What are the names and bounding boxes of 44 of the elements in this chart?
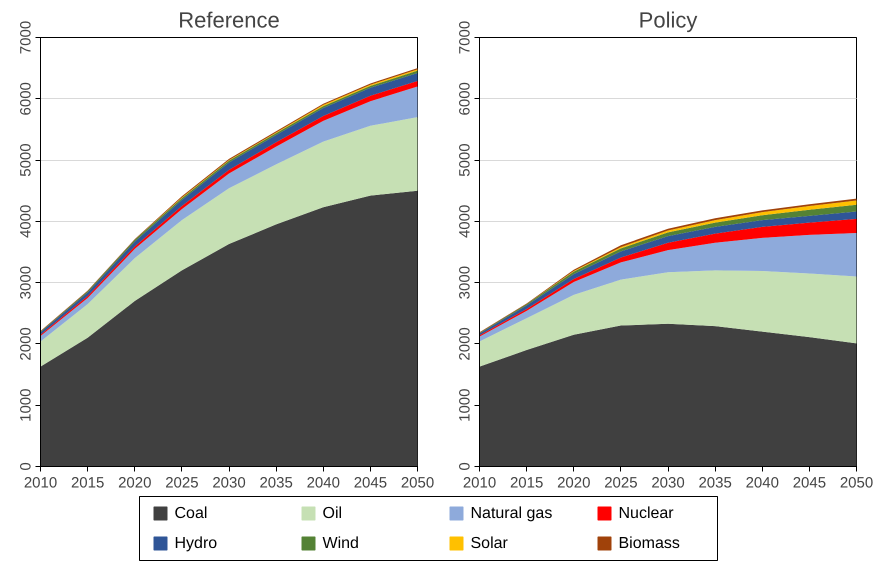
chart-title: Policy [638,8,698,32]
x-tick-label: 2040 [306,474,340,492]
x-tick-label: 2030 [212,474,246,492]
y-tick-label: 4000 [456,204,474,238]
legend-label: Coal [174,505,208,522]
x-tick-label: 2025 [165,474,199,492]
x-tick-label: 2010 [462,474,496,492]
y-tick-label: 3000 [18,266,34,300]
y-tick-label: 1000 [18,388,34,422]
y-tick-label: 1000 [456,388,474,422]
y-tick-label: 2000 [18,327,34,361]
y-tick-label: 7000 [456,20,474,54]
legend-label: Hydro [174,535,218,552]
x-tick-label: 2030 [651,474,685,492]
legend-label: Wind [322,535,359,552]
x-tick-label: 2035 [259,474,293,492]
x-tick-label: 2015 [70,474,104,492]
x-tick-label: 2050 [840,474,874,492]
x-tick-label: 2015 [510,474,544,492]
x-tick-label: 2045 [792,474,826,492]
y-tick-label: 0 [18,462,34,471]
x-tick-label: 2020 [557,474,590,492]
y-tick-label: 5000 [456,143,474,177]
legend-label: Natural gas [470,505,552,522]
y-tick-label: 2000 [456,327,474,361]
x-tick-label: 2040 [746,474,779,492]
y-tick-label: 3000 [456,266,474,300]
legend-label: Biomass [618,535,680,552]
y-tick-label: 0 [456,462,474,471]
y-tick-label: 5000 [18,143,34,177]
y-tick-label: 7000 [18,20,34,54]
x-tick-label: 2050 [400,474,434,492]
legend-label: Nuclear [618,505,674,522]
x-tick-label: 2035 [698,474,732,492]
y-tick-label: 6000 [456,82,474,116]
legend-label: Solar [470,535,509,552]
x-tick-label: 2020 [118,474,152,492]
chart-title: Reference [178,8,280,32]
y-tick-label: 6000 [18,82,34,116]
legend-label: Oil [322,505,342,522]
x-tick-label: 2045 [354,474,388,492]
x-tick-label: 2010 [24,474,58,492]
x-tick-label: 2025 [604,474,638,492]
y-tick-label: 4000 [18,204,34,238]
